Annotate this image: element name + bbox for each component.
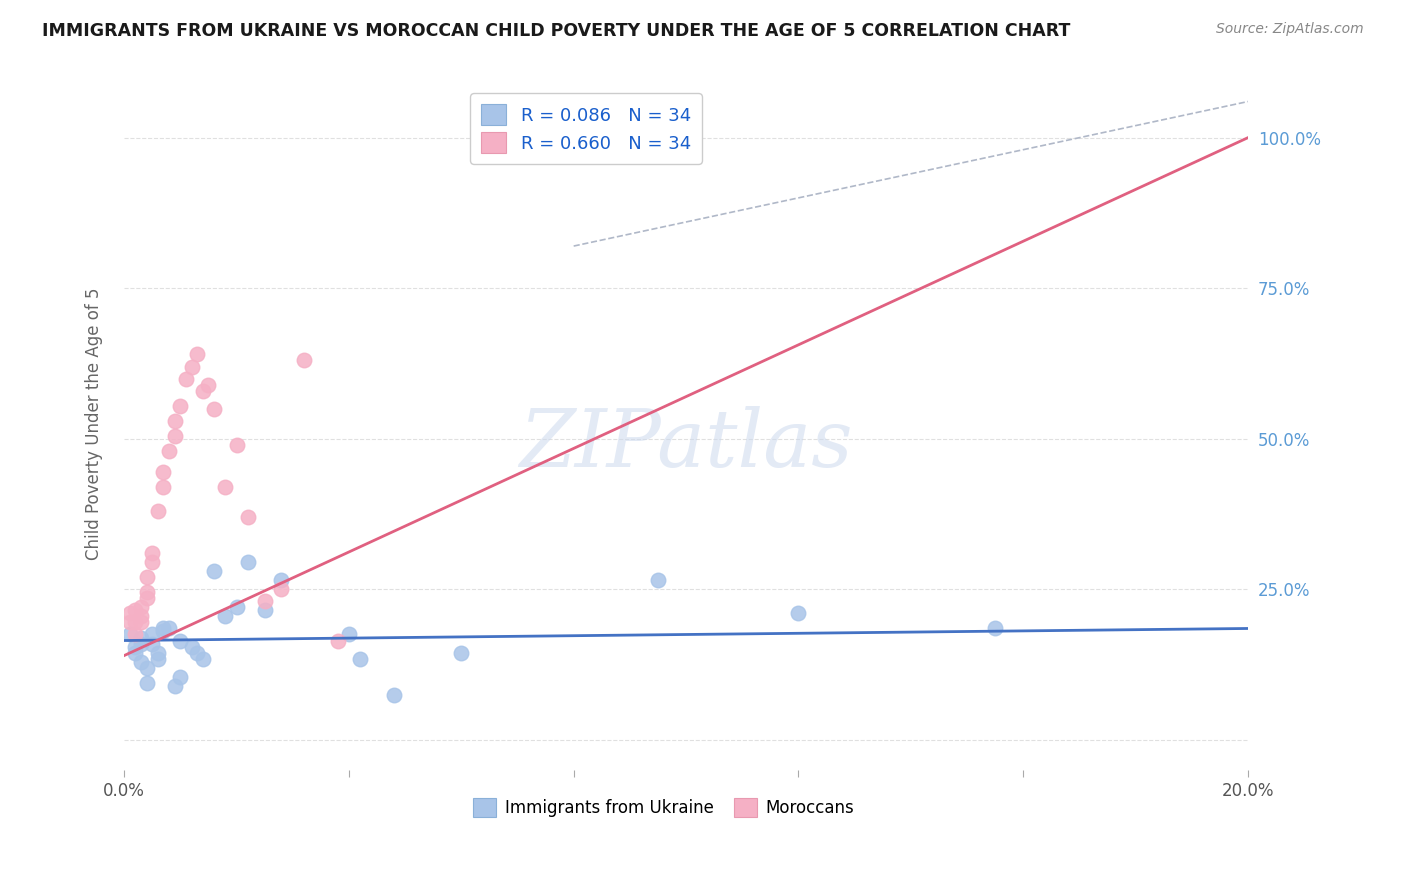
Point xyxy=(163,414,186,428)
Point xyxy=(141,627,163,641)
Point xyxy=(253,594,276,608)
Point xyxy=(349,651,371,665)
Point xyxy=(647,574,669,588)
Point xyxy=(382,688,405,702)
Point xyxy=(129,609,152,624)
Point xyxy=(326,633,349,648)
Point xyxy=(225,438,247,452)
Point xyxy=(135,591,157,606)
Point xyxy=(214,480,236,494)
Point xyxy=(118,627,141,641)
Point xyxy=(129,600,152,615)
Point xyxy=(787,607,810,621)
Legend: Immigrants from Ukraine, Moroccans: Immigrants from Ukraine, Moroccans xyxy=(467,791,860,824)
Point xyxy=(984,622,1007,636)
Point xyxy=(202,564,225,578)
Point xyxy=(135,585,157,599)
Point xyxy=(118,615,141,630)
Point xyxy=(163,679,186,693)
Point xyxy=(191,651,214,665)
Point xyxy=(236,555,259,569)
Text: ZIPatlas: ZIPatlas xyxy=(519,406,853,483)
Y-axis label: Child Poverty Under the Age of 5: Child Poverty Under the Age of 5 xyxy=(86,287,103,560)
Point xyxy=(236,510,259,524)
Point xyxy=(191,384,214,398)
Point xyxy=(186,347,208,361)
Point xyxy=(146,646,169,660)
Point xyxy=(174,371,197,385)
Text: IMMIGRANTS FROM UKRAINE VS MOROCCAN CHILD POVERTY UNDER THE AGE OF 5 CORRELATION: IMMIGRANTS FROM UKRAINE VS MOROCCAN CHIL… xyxy=(42,22,1070,40)
Point xyxy=(450,646,472,660)
Point xyxy=(169,633,191,648)
Point xyxy=(214,609,236,624)
Point xyxy=(337,627,360,641)
Point xyxy=(163,429,186,443)
Point xyxy=(118,607,141,621)
Point xyxy=(152,622,174,636)
Point xyxy=(225,600,247,615)
Point xyxy=(135,660,157,674)
Point xyxy=(141,636,163,650)
Point xyxy=(253,603,276,617)
Point xyxy=(534,130,557,145)
Point xyxy=(157,622,180,636)
Point xyxy=(141,555,163,569)
Point xyxy=(197,377,219,392)
Point xyxy=(157,443,180,458)
Point xyxy=(124,615,146,630)
Point xyxy=(180,359,202,374)
Point xyxy=(124,646,146,660)
Text: Source: ZipAtlas.com: Source: ZipAtlas.com xyxy=(1216,22,1364,37)
Point xyxy=(292,353,315,368)
Point xyxy=(270,582,292,597)
Point xyxy=(129,655,152,669)
Point xyxy=(124,603,146,617)
Point xyxy=(202,401,225,416)
Point xyxy=(124,640,146,654)
Point xyxy=(135,675,157,690)
Point xyxy=(129,615,152,630)
Point xyxy=(129,636,152,650)
Point xyxy=(152,624,174,639)
Point xyxy=(152,480,174,494)
Point xyxy=(146,504,169,518)
Point xyxy=(180,640,202,654)
Point xyxy=(129,631,152,645)
Point xyxy=(124,627,146,641)
Point xyxy=(152,465,174,479)
Point xyxy=(146,651,169,665)
Point xyxy=(169,670,191,684)
Point xyxy=(141,546,163,560)
Point xyxy=(270,574,292,588)
Point xyxy=(135,570,157,584)
Point xyxy=(169,399,191,413)
Point xyxy=(186,646,208,660)
